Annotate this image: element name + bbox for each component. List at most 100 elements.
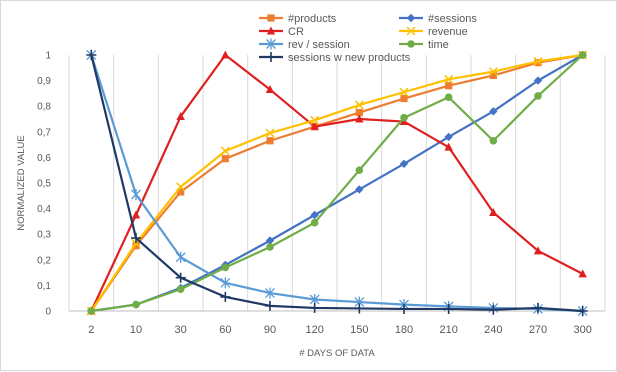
y-tick-label: 0,5 [37,179,51,190]
data-point [534,59,542,67]
series-line [90,53,584,312]
y-tick-label: 0,4 [37,204,51,215]
data-point [266,243,274,251]
data-point [533,246,543,255]
series-line [90,54,583,313]
series-time [87,51,587,315]
y-tick-label: 0,6 [37,153,51,164]
data-point [354,303,365,314]
data-point [176,285,185,294]
legend-swatch-marker [266,38,276,50]
legend-label: rev / session [288,39,350,51]
legend-swatch-marker [406,13,416,23]
data-point [131,210,141,219]
data-point [354,100,364,110]
data-point [175,251,186,263]
data-point [132,300,140,309]
data-point [489,71,497,80]
x-tick-label: 270 [529,324,547,336]
data-point [220,291,231,302]
series-sessions-w-new-products [86,50,588,316]
data-point [132,242,140,250]
data-point [87,307,96,315]
legend-label: revenue [428,26,468,38]
y-tick-label: 0 [45,307,51,318]
data-point [266,137,274,145]
legend-label: CR [288,26,304,38]
x-tick-label: 210 [439,324,457,336]
x-tick-label: 10 [130,324,142,336]
legend-item: time [399,39,449,51]
data-point [355,166,364,174]
data-point [355,114,364,123]
x-tick-label: 2 [88,324,94,336]
x-tick-label: 30 [175,324,187,336]
legend-item: revenue [399,26,468,38]
y-tick-label: 0,3 [37,230,51,241]
x-tick-label: 90 [264,324,276,336]
legend-swatch-marker [407,40,415,48]
data-point [355,185,364,194]
data-point [578,51,587,59]
data-point [444,132,453,142]
axes: 00,10,20,30,40,50,60,70,80,912 10 30 60 90 12… [37,51,605,336]
series-line [90,53,583,312]
data-point [399,87,409,97]
x-tick-label: 120 [305,324,323,336]
series-lines [86,49,588,317]
legend-label: sessions w new products [288,52,411,64]
y-tick-label: 0,2 [37,255,51,266]
y-tick-label: 0,1 [37,281,51,292]
data-point [355,109,363,117]
legend-item: #sessions [399,13,477,25]
data-point [309,302,320,313]
data-point [489,136,498,145]
data-point [533,76,543,85]
data-point [310,210,319,220]
data-point [489,107,498,116]
data-point [444,142,453,151]
data-point [265,128,275,138]
data-point [86,50,97,60]
x-tick-label: 60 [219,324,231,336]
data-point [310,115,320,125]
data-point [177,188,185,196]
data-point [533,56,543,66]
data-point [444,74,454,84]
legend-item: sessions w new products [259,52,411,64]
data-point [310,122,319,131]
legend-swatch-marker [266,52,276,62]
data-point [399,159,409,168]
x-tick-label: 240 [484,324,502,336]
data-point [310,218,319,227]
series-line [91,54,584,313]
data-point [488,304,499,315]
x-tick-label: 150 [350,324,368,336]
series-line [90,53,583,312]
data-point [175,272,186,283]
data-point [220,146,230,156]
x-axis-label: # DAYS OF DATA [299,348,375,359]
y-tick-label: 0,7 [37,127,51,138]
legend-item: rev / session [259,38,350,51]
y-tick-label: 1 [45,51,51,62]
data-point [400,94,408,103]
grid-lines [68,55,606,311]
data-point [577,306,588,316]
legend-swatch-marker [267,14,275,22]
x-tick-label: 180 [395,324,413,336]
data-point [444,93,453,102]
data-point [131,233,141,244]
data-point [489,207,498,216]
legend-label: #sessions [428,13,477,25]
data-point [265,300,275,311]
data-point [176,182,186,192]
data-point [265,85,275,94]
data-point [265,236,275,245]
data-point [221,155,229,163]
legend-label: #products [288,13,337,25]
data-point [220,277,231,289]
y-tick-label: 0,9 [37,76,51,87]
